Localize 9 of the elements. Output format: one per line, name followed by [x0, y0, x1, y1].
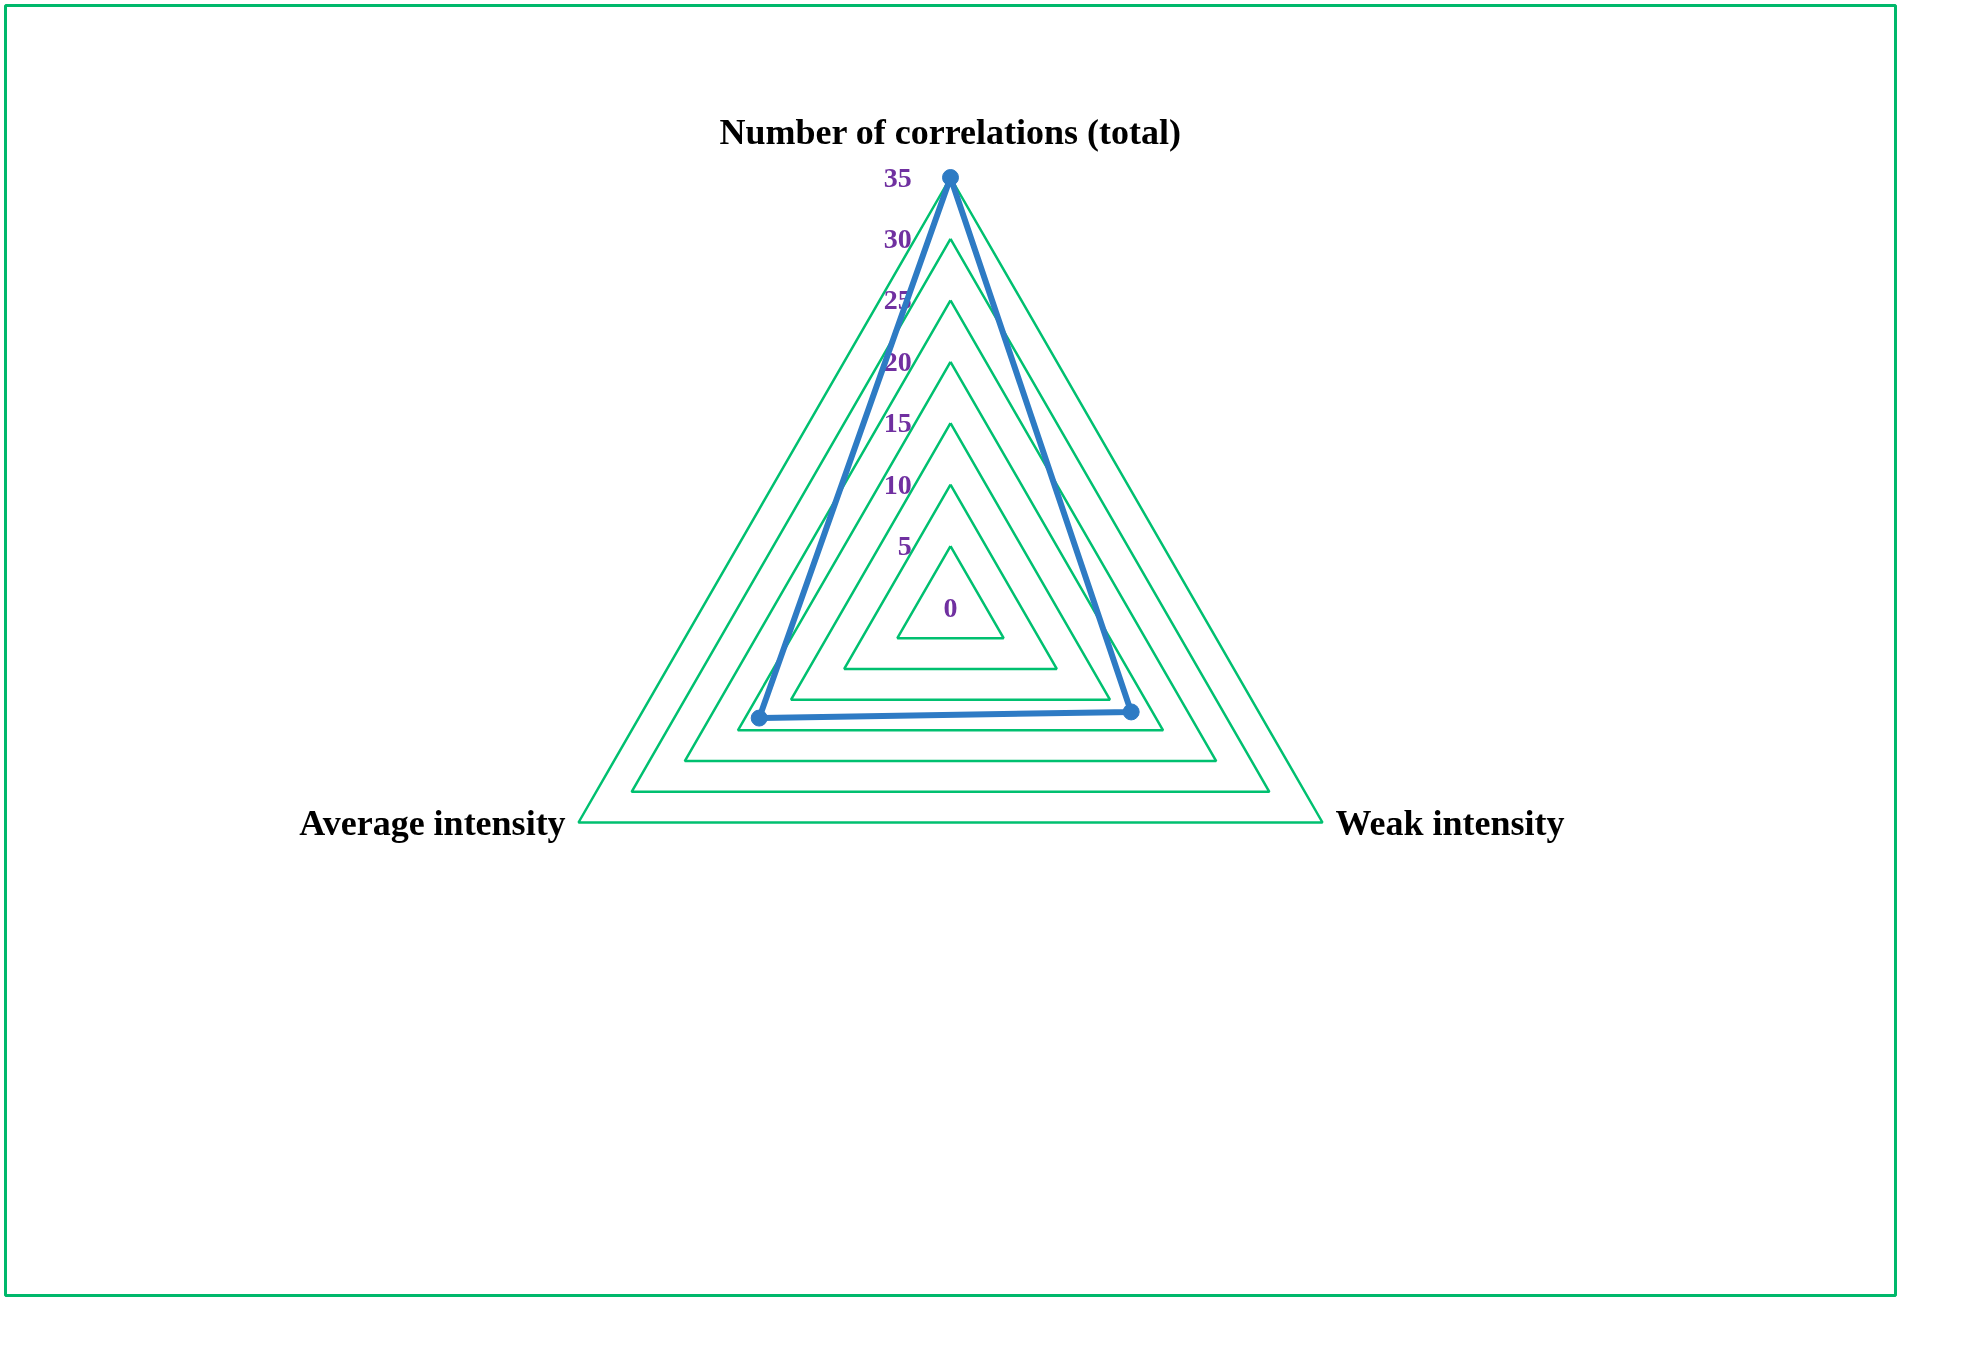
y-tick-label: 35	[883, 161, 912, 193]
y-tick-label: 0	[943, 591, 958, 623]
y-tick-label: 10	[883, 468, 912, 500]
y-tick-label: 5	[897, 530, 912, 562]
y-tick-label: 30	[883, 222, 912, 254]
spoke-label: Weak intensity	[1335, 802, 1565, 843]
spoke-label: Average intensity	[299, 802, 566, 843]
y-tick-label: 15	[883, 407, 912, 439]
spoke-label: Number of correlations (total)	[719, 111, 1181, 152]
